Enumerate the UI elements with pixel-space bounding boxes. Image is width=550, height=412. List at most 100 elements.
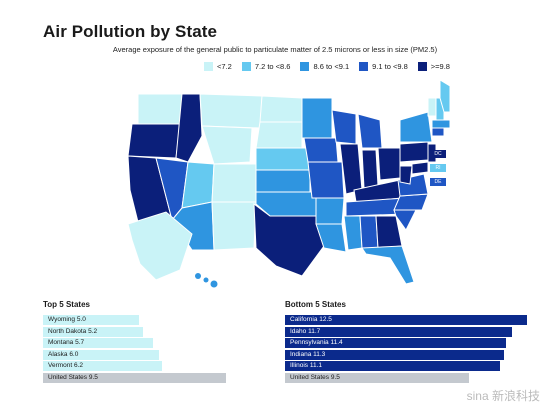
legend-swatch xyxy=(359,61,369,71)
legend-swatch xyxy=(204,61,213,71)
us-map-svg xyxy=(127,79,451,288)
bar-row: Pennsylvania 11.4 xyxy=(285,338,527,348)
state-co xyxy=(211,163,257,203)
legend-item: 7.2 to <8.6 xyxy=(241,61,291,71)
callout-dc: DC xyxy=(430,150,446,158)
bar-row: Vermont 6.2 xyxy=(43,361,226,371)
state-mt xyxy=(199,93,263,129)
state-ga xyxy=(375,215,403,249)
bar-row: United States 9.5 xyxy=(285,372,527,383)
state-wa xyxy=(137,93,183,125)
legend-item: <7.2 xyxy=(204,61,232,71)
bar-row: Montana 5.7 xyxy=(43,338,226,348)
bar-label: Indiana 11.3 xyxy=(290,350,326,358)
state-bar xyxy=(43,349,159,360)
state-nm xyxy=(211,201,257,251)
bar-label: Vermont 6.2 xyxy=(48,362,84,369)
state-bar xyxy=(285,349,504,360)
state-fl xyxy=(361,245,415,285)
legend-item: 8.6 to <9.1 xyxy=(300,61,350,71)
state-mo xyxy=(307,161,345,199)
top-states-chart: Wyoming 5.0 North Dakota 5.2 Montana 5.7 Al… xyxy=(43,315,228,395)
legend: <7.2 7.2 to <8.6 8.6 to <9.1 9.1 to <9.8… xyxy=(204,60,450,72)
state-ak xyxy=(127,211,193,281)
state-mn xyxy=(301,97,333,139)
state-tx xyxy=(253,202,325,277)
bottom-states-title: Bottom 5 States xyxy=(285,300,346,309)
bar-label: North Dakota 5.2 xyxy=(48,327,98,335)
legend-label: >=9.8 xyxy=(430,61,450,71)
state-bar xyxy=(285,338,506,348)
legend-swatch xyxy=(300,61,310,71)
state-wv xyxy=(399,165,413,185)
state-mi xyxy=(357,113,383,149)
legend-item: >=9.8 xyxy=(417,61,450,71)
state-hi xyxy=(195,273,218,288)
legend-swatch xyxy=(241,61,251,71)
state-bar xyxy=(43,315,139,325)
bar-row: Indiana 11.3 xyxy=(285,349,527,360)
state-pa xyxy=(399,141,429,163)
bar-label: Alaska 6.0 xyxy=(48,350,79,358)
callout-de: DE xyxy=(430,178,446,186)
us-state-map xyxy=(110,70,451,290)
state-wy xyxy=(201,125,253,165)
state-bar xyxy=(285,326,512,337)
state-bar xyxy=(285,361,500,371)
state-al xyxy=(359,215,379,249)
bar-label: Montana 5.7 xyxy=(48,339,85,346)
state-ms xyxy=(343,215,363,251)
bar-label: Wyoming 5.0 xyxy=(48,316,86,323)
bar-label: Pennsylvania 11.4 xyxy=(290,339,343,346)
state-id xyxy=(175,93,203,163)
legend-label: 9.1 to <9.8 xyxy=(372,61,408,71)
legend-swatch xyxy=(417,61,427,71)
bar-label: California 12.5 xyxy=(290,316,332,323)
bottom-states-chart: California 12.5 Idaho 11.7 Pennsylvania 11… xyxy=(285,315,530,395)
state-ia xyxy=(303,137,339,163)
state-ma xyxy=(431,119,451,129)
top-states-title: Top 5 States xyxy=(43,300,90,309)
bar-label: Idaho 11.7 xyxy=(290,327,321,335)
callout-ri: RI xyxy=(430,164,446,172)
watermark: sina 新浪科技 xyxy=(466,389,540,403)
bar-label: United States 9.5 xyxy=(290,373,340,381)
state-bar xyxy=(285,315,527,325)
state-ks xyxy=(255,169,311,193)
page-subtitle: Average exposure of the general public t… xyxy=(112,45,438,54)
state-md xyxy=(411,161,429,175)
state-in xyxy=(361,149,379,189)
bar-row: Illinois 11.1 xyxy=(285,361,527,371)
state-ne xyxy=(255,147,311,171)
bar-label: United States 9.5 xyxy=(48,373,98,381)
state-wi xyxy=(331,109,357,145)
legend-item: 9.1 to <9.8 xyxy=(359,61,408,71)
state-bar xyxy=(43,361,162,371)
legend-label: 7.2 to <8.6 xyxy=(254,61,291,71)
state-bar xyxy=(43,326,143,337)
state-ct xyxy=(431,127,445,137)
state-oh xyxy=(377,147,401,181)
state-ut xyxy=(181,161,215,209)
state-nd xyxy=(259,95,303,123)
us-average-bar xyxy=(285,372,469,383)
state-regions xyxy=(127,79,451,288)
legend-label: <7.2 xyxy=(217,61,232,71)
state-vt xyxy=(427,97,437,117)
state-or xyxy=(127,123,181,159)
state-ar xyxy=(315,197,345,225)
bar-row: United States 9.5 xyxy=(43,372,226,383)
page-title: Air Pollution by State xyxy=(43,22,218,41)
bar-label: Illinois 11.1 xyxy=(290,362,323,369)
state-me xyxy=(439,79,451,113)
legend-label: 8.6 to <9.1 xyxy=(313,61,350,71)
state-la xyxy=(315,223,347,253)
bar-row: Wyoming 5.0 xyxy=(43,315,226,325)
state-sd xyxy=(255,121,303,149)
bar-row: Idaho 11.7 xyxy=(285,326,527,337)
state-bar xyxy=(43,338,153,348)
us-average-bar xyxy=(43,372,226,383)
bar-row: California 12.5 xyxy=(285,315,527,325)
bar-row: North Dakota 5.2 xyxy=(43,326,226,337)
state-ny xyxy=(399,111,433,143)
